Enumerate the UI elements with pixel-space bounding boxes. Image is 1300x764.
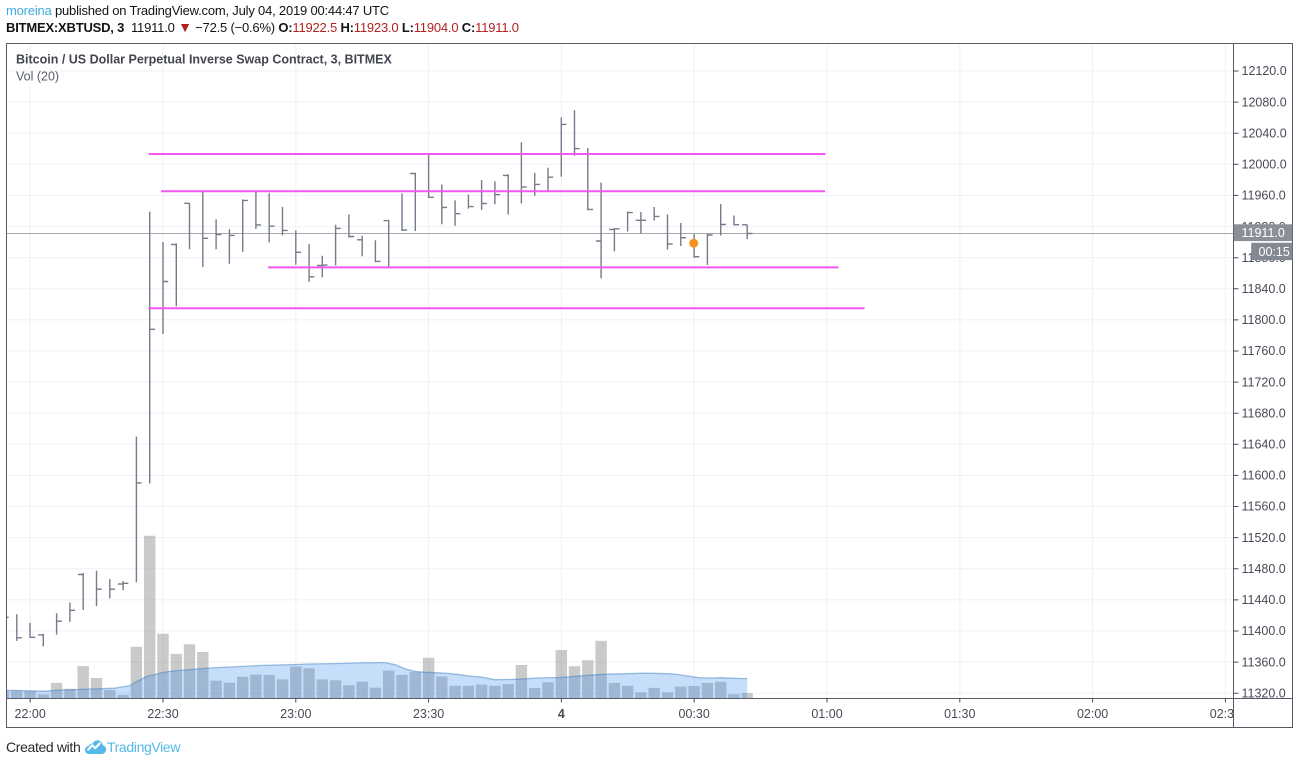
svg-text:11600.0: 11600.0 <box>1242 469 1286 483</box>
svg-text:12040.0: 12040.0 <box>1242 126 1287 140</box>
svg-text:00:30: 00:30 <box>679 707 710 721</box>
svg-text:4: 4 <box>558 707 565 721</box>
svg-text:11640.0: 11640.0 <box>1242 438 1286 452</box>
svg-text:11480.0: 11480.0 <box>1242 562 1286 576</box>
svg-text:02:30: 02:30 <box>1210 707 1241 721</box>
svg-text:11560.0: 11560.0 <box>1242 500 1286 514</box>
svg-text:11960.0: 11960.0 <box>1242 189 1286 203</box>
svg-text:11720.0: 11720.0 <box>1242 375 1286 389</box>
svg-text:11840.0: 11840.0 <box>1242 282 1286 296</box>
svg-text:01:00: 01:00 <box>811 707 842 721</box>
svg-text:12080.0: 12080.0 <box>1242 95 1287 109</box>
svg-text:11520.0: 11520.0 <box>1242 531 1286 545</box>
svg-text:11800.0: 11800.0 <box>1242 313 1286 327</box>
svg-text:12000.0: 12000.0 <box>1242 158 1287 172</box>
svg-text:11680.0: 11680.0 <box>1242 406 1286 420</box>
svg-text:23:00: 23:00 <box>280 707 311 721</box>
svg-text:11320.0: 11320.0 <box>1242 686 1286 700</box>
svg-text:23:30: 23:30 <box>413 707 444 721</box>
svg-text:11440.0: 11440.0 <box>1242 593 1286 607</box>
svg-text:11400.0: 11400.0 <box>1242 624 1286 638</box>
svg-text:01:30: 01:30 <box>944 707 975 721</box>
svg-text:22:30: 22:30 <box>147 707 178 721</box>
svg-text:02:00: 02:00 <box>1077 707 1108 721</box>
svg-text:11760.0: 11760.0 <box>1242 344 1286 358</box>
svg-text:11360.0: 11360.0 <box>1242 655 1286 669</box>
svg-text:00:15: 00:15 <box>1259 245 1290 259</box>
svg-text:11911.0: 11911.0 <box>1242 226 1285 240</box>
svg-text:Vol (20): Vol (20) <box>16 70 59 84</box>
svg-text:12120.0: 12120.0 <box>1242 64 1287 78</box>
svg-text:Bitcoin / US Dollar Perpetual: Bitcoin / US Dollar Perpetual Inverse Sw… <box>16 53 392 67</box>
svg-text:22:00: 22:00 <box>15 707 46 721</box>
